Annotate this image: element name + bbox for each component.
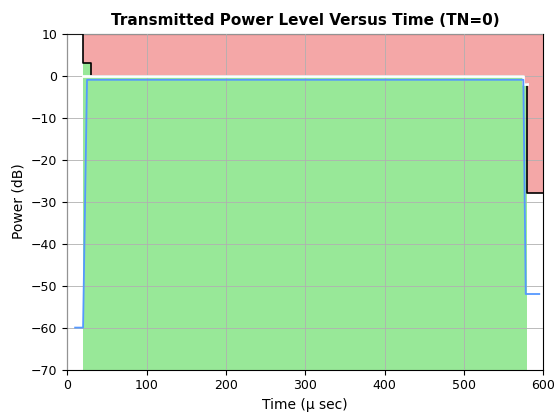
X-axis label: Time (μ sec): Time (μ sec)	[263, 398, 348, 412]
Polygon shape	[67, 34, 543, 193]
Title: Transmitted Power Level Versus Time (TN=0): Transmitted Power Level Versus Time (TN=…	[111, 13, 500, 28]
Y-axis label: Power (dB): Power (dB)	[11, 164, 25, 239]
Polygon shape	[83, 63, 528, 370]
